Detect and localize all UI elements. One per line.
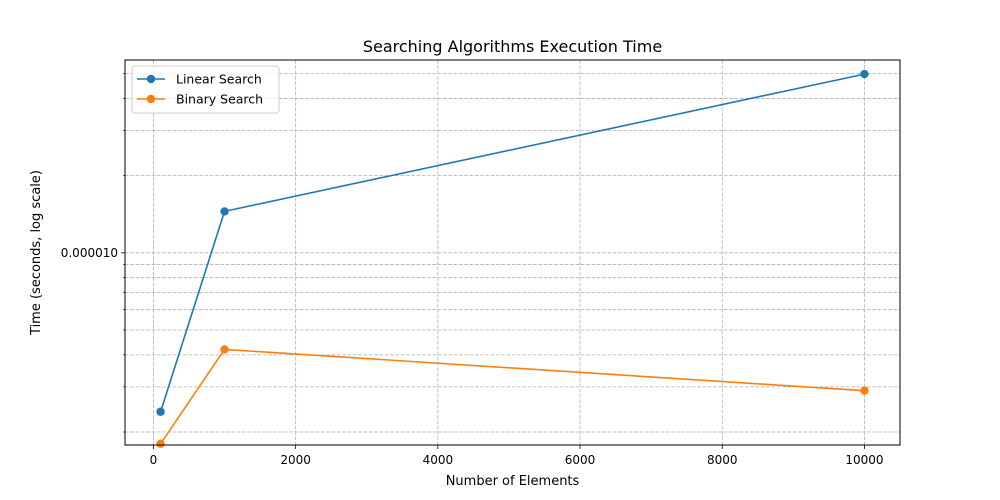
binary-search-point — [220, 345, 229, 354]
x-tick-label: 4000 — [423, 453, 454, 467]
linear-search-point — [156, 407, 165, 416]
x-tick-label: 6000 — [565, 453, 596, 467]
legend-binary-search-marker — [146, 94, 156, 104]
y-tick-label: 0.000010 — [61, 246, 118, 260]
linear-search-point — [860, 69, 869, 79]
legend-entries: Linear Search Binary Search — [137, 72, 263, 107]
linear-search-point — [220, 207, 229, 216]
y-axis-label: Time (seconds, log scale) — [29, 170, 44, 336]
x-tick-label: 10000 — [845, 453, 883, 467]
x-tick-label: 8000 — [707, 453, 738, 467]
legend-linear-search-marker — [146, 74, 156, 84]
legend-linear-search-label: Linear Search — [176, 72, 262, 87]
legend-binary-search-label: Binary Search — [176, 92, 263, 107]
binary-search-point — [156, 439, 165, 448]
legend: Linear Search Binary Search — [131, 65, 280, 114]
legend-box — [131, 65, 280, 114]
axis-ticks: 0 2000 4000 6000 8000 10000 0.000010 — [61, 73, 884, 467]
binary-search-point — [860, 386, 869, 395]
x-tick-label: 0 — [150, 453, 158, 467]
series-layer — [156, 69, 869, 448]
x-tick-label: 2000 — [280, 453, 311, 467]
chart-title: Searching Algorithms Execution Time — [363, 37, 662, 56]
x-axis-label: Number of Elements — [446, 474, 580, 489]
